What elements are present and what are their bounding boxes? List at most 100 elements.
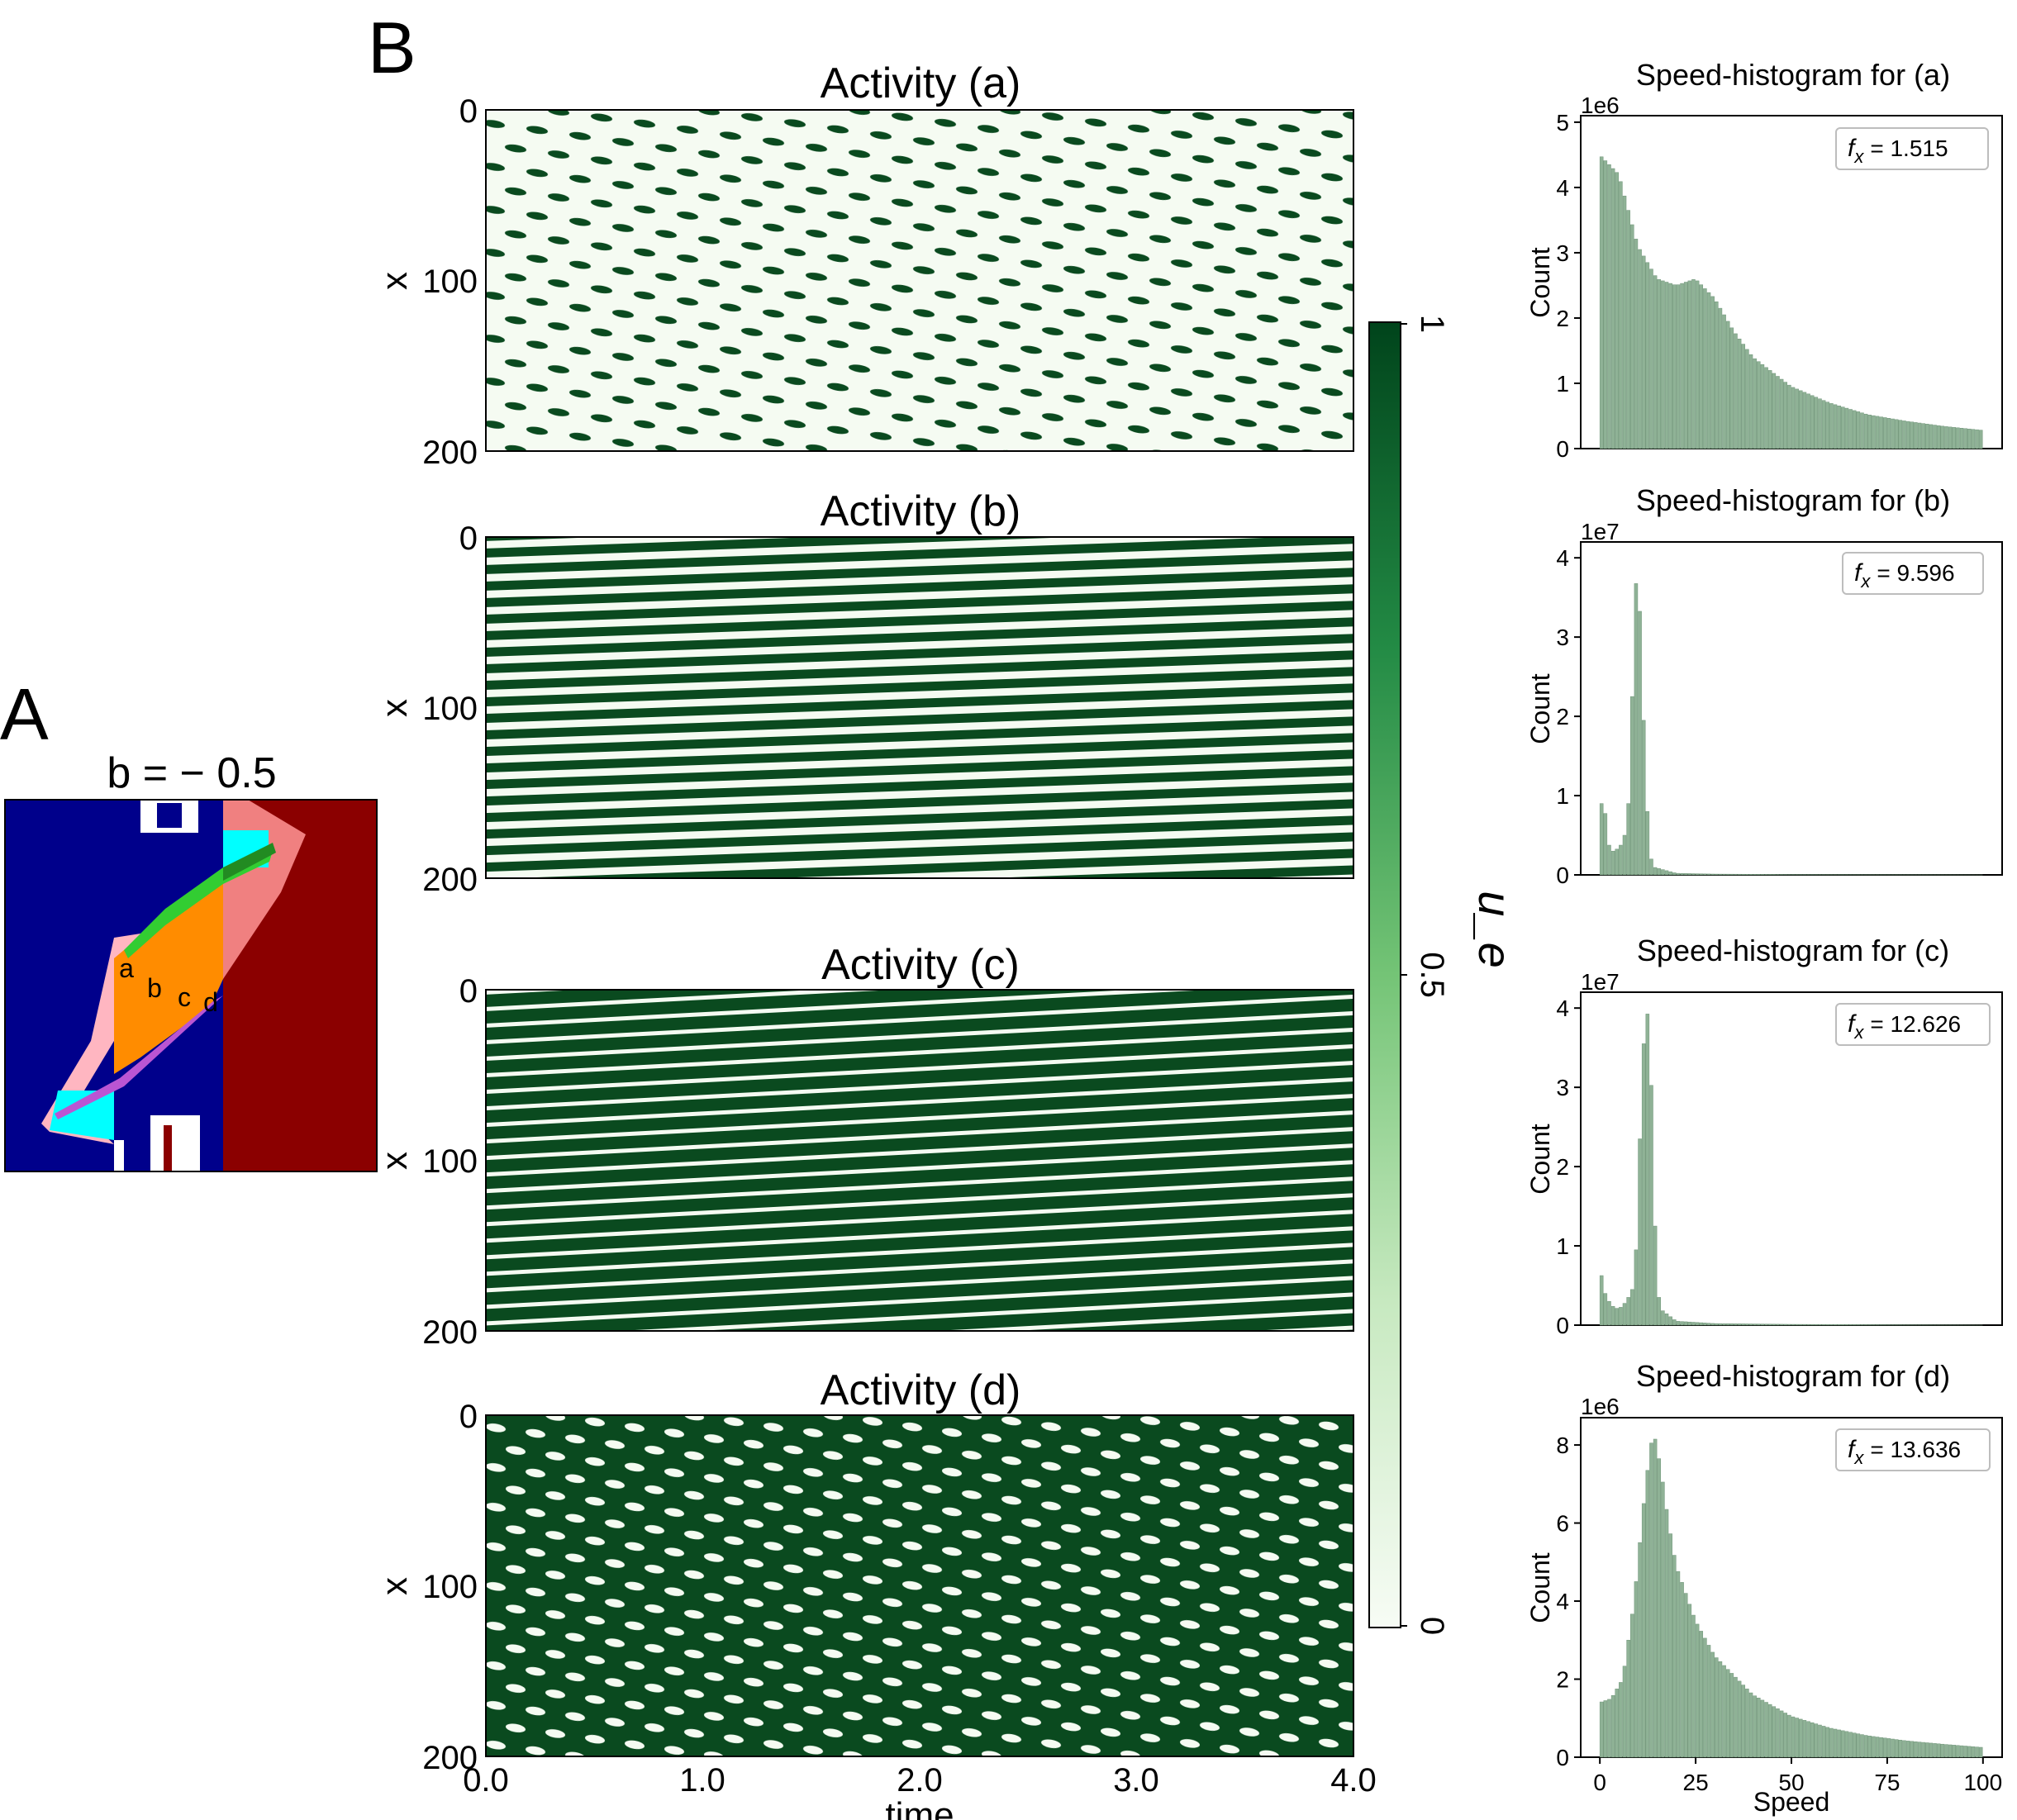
histogram-bar: [1863, 1324, 1868, 1326]
histogram-bar: [1891, 418, 1895, 449]
histogram-bar: [1748, 354, 1753, 449]
histogram-bar: [1753, 358, 1757, 449]
histogram-bar: [1956, 427, 1960, 449]
colorbar-tick-0: 0: [1414, 1617, 1450, 1635]
histogram-bar: [1634, 1581, 1639, 1758]
histogram-bar: [1802, 392, 1807, 449]
histogram-ytick: 0: [1556, 436, 1569, 462]
histogram-bar: [1715, 1323, 1719, 1326]
histogram-bar: [1795, 1323, 1799, 1326]
histogram-bar: [1630, 696, 1634, 876]
histogram-bar: [1734, 873, 1738, 876]
histogram-bar: [1767, 874, 1772, 876]
histogram-bar: [1767, 370, 1772, 449]
histogram-bar: [1829, 1727, 1834, 1758]
histogram-bar: [1737, 873, 1742, 876]
histogram-bar: [1779, 874, 1784, 876]
histogram-scale-label: 1e6: [1581, 1394, 1620, 1419]
histogram-bar: [1722, 1323, 1726, 1326]
histogram-bar: [1645, 262, 1650, 449]
histogram-bar: [1764, 1323, 1768, 1326]
histogram-bar: [1610, 1694, 1615, 1758]
histogram-bar: [1764, 1702, 1768, 1758]
histogram-bar: [1779, 378, 1784, 449]
histogram-bar: [1610, 1305, 1615, 1326]
fx-value: = 1.515: [1870, 135, 1948, 161]
x-tick-4: 4.0: [1330, 1762, 1377, 1799]
histogram-bar: [1833, 1728, 1838, 1758]
histogram-bar: [1664, 282, 1669, 449]
histogram-bar: [1818, 398, 1822, 449]
histogram-bar: [1661, 869, 1665, 876]
histogram-bar: [1952, 1745, 1957, 1758]
histogram-bar: [1806, 1721, 1810, 1758]
histogram-ytick: 4: [1556, 545, 1569, 571]
histogram-bar: [1810, 395, 1815, 449]
histogram-bar: [1649, 268, 1653, 449]
histogram-ylabel: Count: [1525, 673, 1555, 744]
region-white-bottom: [150, 1115, 200, 1171]
histogram-bar: [1875, 1324, 1880, 1326]
colorbar: 1 0.5 0 u_e: [1368, 315, 1521, 1635]
panel-a-title: b = − 0.5: [107, 749, 276, 797]
histogram-bar: [1703, 288, 1707, 449]
histogram-bar: [1676, 872, 1681, 876]
histogram-bar: [1975, 429, 1979, 449]
fx-subscript: x: [1853, 146, 1864, 167]
histogram-bar: [1615, 172, 1620, 449]
histogram-ylabel: Count: [1525, 1552, 1555, 1623]
histogram-ytick: 3: [1556, 240, 1569, 266]
y-tick-200: 200: [422, 1314, 478, 1351]
fx-symbol: f: [1854, 559, 1863, 587]
histogram-bar: [1603, 1700, 1608, 1758]
histogram-bar: [1856, 1324, 1861, 1326]
histogram-bar: [1933, 425, 1937, 449]
histogram-bar: [1722, 1665, 1726, 1758]
histogram-bar: [1710, 296, 1715, 449]
histogram-bar: [1748, 874, 1753, 876]
histogram-bar: [1706, 1323, 1711, 1326]
histogram-bar: [1875, 416, 1880, 449]
histogram-bar: [1680, 1582, 1684, 1758]
histogram-bars: [1599, 1014, 1983, 1326]
histogram-bar: [1622, 834, 1627, 876]
histogram-title: Speed-histogram for (b): [1636, 483, 1950, 517]
histogram-bar: [1718, 1323, 1723, 1326]
y-tick-0: 0: [459, 520, 478, 557]
histogram-bar: [1610, 850, 1615, 876]
histogram-bar: [1706, 1645, 1711, 1758]
histogram-ytick: 2: [1556, 1154, 1569, 1180]
histogram-bar: [1653, 1438, 1658, 1758]
histogram-bar: [1806, 393, 1810, 449]
fx-subscript: x: [1853, 1447, 1864, 1468]
histogram-bar: [1933, 1743, 1937, 1758]
histogram-bar: [1607, 164, 1611, 449]
histogram-bar: [1783, 1323, 1788, 1326]
fx-subscript: x: [1853, 1022, 1864, 1043]
histogram-bar: [1699, 873, 1704, 876]
histogram-bar: [1638, 1542, 1642, 1758]
x-axis-label: time: [885, 1795, 954, 1820]
histogram-bar: [1944, 1744, 1948, 1758]
histogram-bar: [1691, 1322, 1696, 1326]
histogram-bar: [1753, 1695, 1757, 1758]
activity-heatmap: [485, 1414, 1354, 1757]
histogram-bar: [1657, 1458, 1662, 1758]
histogram-xtick: 100: [1963, 1770, 2002, 1795]
histogram-bar: [1757, 361, 1761, 449]
histogram-bar: [1829, 1323, 1834, 1326]
histogram-bar: [1653, 1225, 1658, 1326]
histogram-bar: [1879, 1737, 1883, 1758]
region-cyan-bottom: [50, 1091, 114, 1140]
histogram-ytick: 0: [1556, 1745, 1569, 1770]
histogram-bar: [1799, 1323, 1803, 1326]
svg-text:fx= 1.515: fx = 1.515: [1848, 135, 1948, 167]
histogram-bar: [1948, 426, 1953, 449]
histogram-bar: [1668, 871, 1672, 876]
histogram-bar: [1703, 1637, 1707, 1758]
histogram-bar: [1764, 874, 1768, 876]
histogram-bar: [1902, 1740, 1906, 1758]
histogram-bar: [1649, 1085, 1653, 1326]
